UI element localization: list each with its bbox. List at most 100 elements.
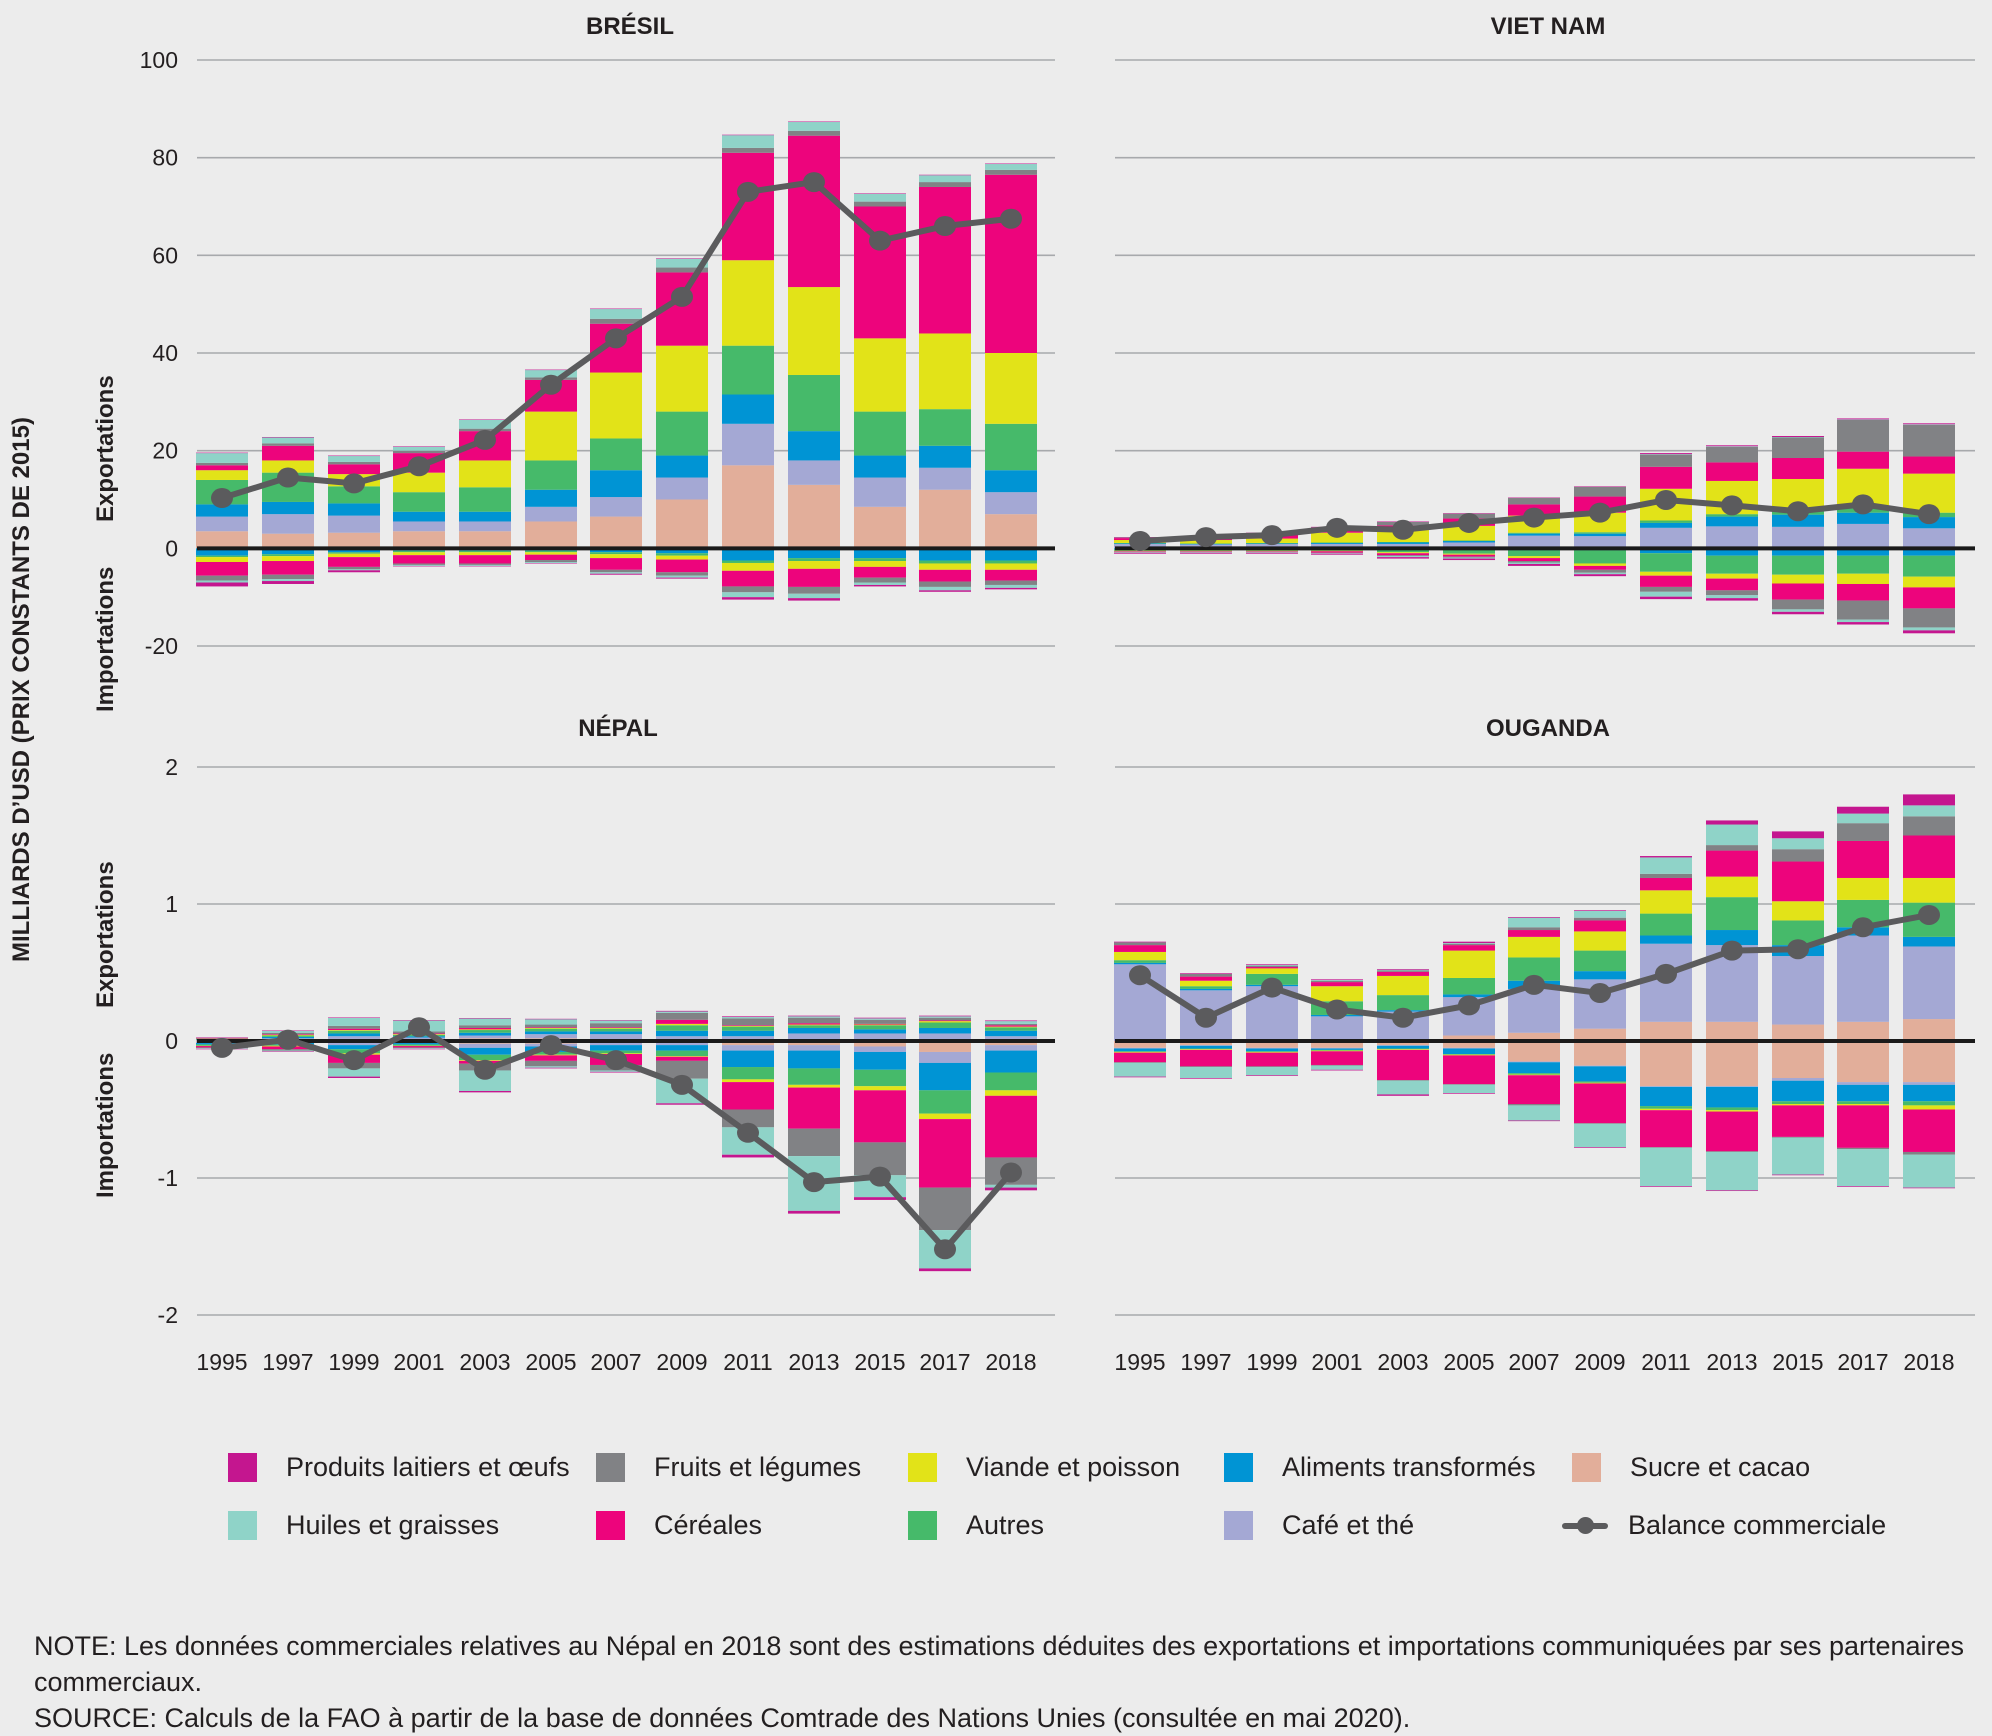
balance-point-1997 [277, 467, 299, 488]
bar-stack-2001 [1311, 979, 1363, 1071]
bar-stack-2017 [1837, 806, 1889, 1187]
bar-segment-import-dairy [854, 584, 906, 587]
bar-segment-import-processed [1706, 1086, 1758, 1108]
bar-segment-export-other [722, 1026, 774, 1031]
bar-segment-export-other [1443, 977, 1495, 995]
balance-point-2011 [737, 1122, 759, 1143]
bar-segment-import-sugar [1574, 1041, 1626, 1066]
legend-swatch-processed [1224, 1453, 1253, 1482]
bar-segment-import-dairy [1114, 1076, 1166, 1078]
bar-segment-export-dairy [722, 134, 774, 136]
bar-segment-import-cereals [1706, 1111, 1758, 1152]
bar-segment-export-dairy [1508, 917, 1560, 918]
bar-segment-export-sugar [1508, 1032, 1560, 1041]
legend-label: Autres [966, 1510, 1045, 1540]
bar-segment-import-oils [1180, 552, 1232, 553]
bar-segment-import-other [985, 1072, 1037, 1091]
bar-segment-export-other [1377, 995, 1429, 1011]
bar-segment-export-coffee [525, 506, 577, 522]
bar-segment-export-cereals [1640, 466, 1692, 489]
bar-segment-export-dairy [196, 452, 248, 454]
legend-swatch-other [908, 1511, 937, 1540]
bar-segment-export-dairy [393, 446, 445, 447]
bar-segment-export-processed [656, 455, 708, 478]
bar-segment-import-processed [1837, 548, 1889, 556]
legend-swatch-oils [228, 1511, 257, 1540]
bar-segment-import-processed [590, 1045, 642, 1051]
bar-segment-export-sugar [722, 465, 774, 549]
bar-segment-export-fruit [1837, 419, 1889, 452]
bar-segment-import-meat [788, 561, 840, 569]
bar-segment-export-dairy [919, 174, 971, 176]
bar-segment-import-oils [919, 586, 971, 591]
bar-segment-import-cereals [1246, 1052, 1298, 1067]
bar-segment-import-fruit [393, 563, 445, 565]
bar-segment-export-fruit [1246, 965, 1298, 968]
bar-segment-export-dairy [1706, 820, 1758, 825]
bar-segment-export-coffee [1903, 528, 1955, 547]
bar-segment-export-meat [1903, 877, 1955, 903]
bar-segment-export-fruit [1443, 943, 1495, 946]
bar-segment-import-oils [1377, 556, 1429, 558]
bar-segment-import-oils [328, 1068, 380, 1077]
bar-segment-import-sugar [1508, 1041, 1560, 1062]
bar-segment-import-fruit [1246, 1066, 1298, 1068]
bar-segment-export-dairy [1903, 423, 1955, 425]
bar-segment-import-oils [985, 1184, 1037, 1188]
x-tick-label: 2003 [1377, 1349, 1428, 1375]
bar-segment-import-cereals [1443, 554, 1495, 557]
bar-segment-import-processed [1903, 548, 1955, 556]
bar-segment-import-meat [854, 561, 906, 567]
bar-segment-import-meat [656, 555, 708, 560]
bar-segment-import-meat [1706, 1110, 1758, 1112]
bar-segment-import-oils [1640, 1147, 1692, 1187]
bar-segment-import-coffee [1903, 1082, 1955, 1085]
legend-label: Huiles et graisses [286, 1510, 500, 1540]
bar-segment-import-meat [1837, 1104, 1889, 1106]
balance-point-2005 [1458, 512, 1480, 533]
bar-segment-export-dairy [1903, 794, 1955, 806]
bar-segment-import-other [919, 1090, 971, 1114]
bar-segment-export-dairy [459, 419, 511, 420]
bar-segment-import-other [1311, 1049, 1363, 1051]
bar-segment-import-coffee [919, 1051, 971, 1063]
bar-segment-import-other [1640, 1106, 1692, 1109]
bar-segment-import-meat [262, 556, 314, 562]
bar-segment-import-processed [459, 1047, 511, 1055]
bar-segment-export-processed [1574, 971, 1626, 980]
bar-segment-import-dairy [1311, 553, 1363, 555]
bar-stack-2018 [985, 1020, 1037, 1191]
bar-segment-export-meat [328, 1030, 380, 1031]
bar-segment-import-meat [788, 1084, 840, 1088]
x-tick-label: 2001 [393, 1349, 444, 1375]
legend-label: Céréales [654, 1510, 763, 1540]
bar-segment-export-meat [788, 1024, 840, 1026]
bar-segment-import-coffee [1508, 1061, 1560, 1063]
bar-segment-export-oils [1443, 943, 1495, 944]
panel-title: NÉPAL [578, 714, 658, 742]
bar-segment-import-processed [722, 548, 774, 561]
balance-point-2003 [1392, 1007, 1414, 1028]
bar-segment-import-sugar [1903, 1041, 1955, 1083]
bar-segment-export-fruit [1377, 970, 1429, 972]
bar-segment-export-meat [1837, 877, 1889, 900]
bar-segment-export-coffee [1837, 523, 1889, 547]
bar-segment-export-fruit [1903, 816, 1955, 836]
bar-segment-export-processed [1640, 935, 1692, 944]
bar-segment-import-dairy [1837, 622, 1889, 625]
bar-segment-import-meat [393, 552, 445, 556]
bar-segment-import-fruit [1377, 555, 1429, 557]
bar-stack-2018 [1903, 423, 1955, 634]
bar-segment-export-cereals [1377, 971, 1429, 976]
bar-segment-export-other [1443, 540, 1495, 542]
bar-segment-export-fruit [262, 443, 314, 446]
bar-segment-import-other [393, 1044, 445, 1046]
bar-segment-import-dairy [459, 565, 511, 567]
bar-segment-import-dairy [788, 598, 840, 601]
bar-segment-import-other [722, 560, 774, 563]
x-tick-label: 2005 [1443, 1349, 1494, 1375]
balance-point-2007 [605, 328, 627, 349]
bar-segment-export-processed [722, 394, 774, 424]
bar-segment-export-sugar [262, 533, 314, 549]
bar-segment-export-meat [1377, 975, 1429, 996]
